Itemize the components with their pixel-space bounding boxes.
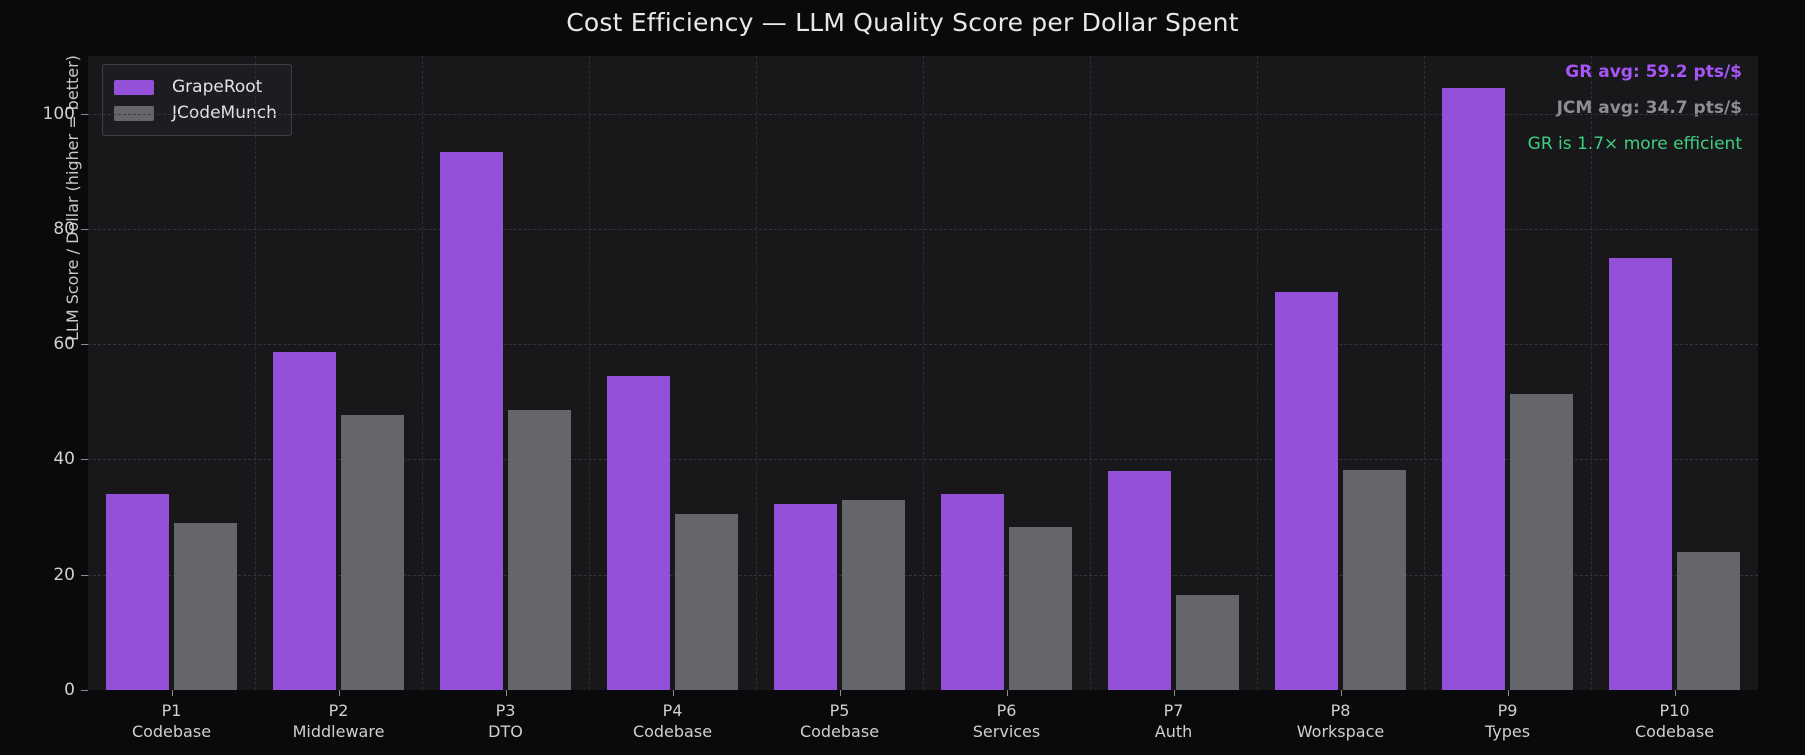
x-tick-label: P5 Codebase — [730, 700, 950, 742]
y-tick-mark — [81, 690, 88, 691]
bar-jcodemunch-p10[interactable] — [1677, 552, 1740, 690]
x-tick-label-id: P9 — [1497, 701, 1518, 720]
bar-graperoot-p5[interactable] — [774, 503, 837, 690]
x-tick-mark — [1006, 690, 1008, 696]
x-tick-label: P1 Codebase — [62, 700, 282, 742]
bar-graperoot-p3[interactable] — [440, 151, 503, 690]
x-gridline — [756, 56, 757, 690]
x-tick-mark — [171, 690, 173, 696]
bar-jcodemunch-p2[interactable] — [341, 414, 404, 690]
x-tick-mark — [1173, 690, 1175, 696]
plot-area: LLM Score / Dollar (higher = better) Gra… — [43, 55, 1758, 741]
x-tick-label: P7 Auth — [1064, 700, 1284, 742]
x-tick-label-id: P2 — [328, 701, 349, 720]
bar-jcodemunch-p3[interactable] — [508, 409, 571, 690]
x-gridline — [1257, 56, 1258, 690]
legend-swatch-jcodemunch — [114, 105, 154, 121]
bar-jcodemunch-p1[interactable] — [174, 522, 237, 690]
annotation-block: GR avg: 59.2 pts/$ JCM avg: 34.7 pts/$ G… — [1528, 64, 1742, 153]
y-tick-label: 0 — [64, 680, 75, 700]
bar-jcodemunch-p5[interactable] — [842, 499, 905, 690]
x-tick-mark — [839, 690, 841, 696]
bar-graperoot-p10[interactable] — [1609, 258, 1672, 690]
legend-item-jcodemunch[interactable]: JCodeMunch — [114, 100, 277, 126]
x-tick-mark — [1507, 690, 1509, 696]
y-tick-label: 80 — [53, 218, 75, 239]
x-tick-mark — [1674, 690, 1676, 696]
chart-legend: GrapeRoot JCodeMunch — [102, 64, 292, 136]
x-tick-mark — [672, 690, 674, 696]
legend-label-jcodemunch: JCodeMunch — [172, 103, 277, 123]
chart-title: Cost Efficiency — LLM Quality Score per … — [566, 8, 1239, 37]
annotation-efficiency-ratio: GR is 1.7× more efficient — [1527, 134, 1742, 154]
y-axis-label: LLM Score / Dollar (higher = better) — [63, 55, 82, 341]
bar-graperoot-p1[interactable] — [106, 494, 169, 690]
x-tick-label-name: DTO — [488, 722, 523, 742]
x-gridline — [422, 56, 423, 690]
x-tick-label-id: P3 — [495, 701, 516, 720]
legend-item-graperoot[interactable]: GrapeRoot — [114, 74, 277, 100]
x-gridline — [923, 56, 924, 690]
x-tick-mark — [338, 690, 340, 696]
x-tick-label-name: Codebase — [799, 722, 880, 742]
y-tick-mark — [81, 574, 88, 576]
x-tick-label-id: P7 — [1163, 701, 1184, 720]
y-tick-label: 40 — [53, 449, 75, 470]
x-tick-label-id: P10 — [1659, 701, 1690, 720]
y-tick-mark — [81, 228, 88, 230]
bar-jcodemunch-p9[interactable] — [1510, 393, 1573, 690]
bar-graperoot-p4[interactable] — [607, 376, 670, 690]
legend-label-graperoot: GrapeRoot — [172, 77, 263, 97]
legend-swatch-graperoot — [114, 79, 154, 95]
x-tick-label-name: Services — [972, 722, 1041, 742]
x-tick-label-name: Middleware — [292, 722, 385, 742]
x-tick-label-id: P5 — [829, 701, 850, 720]
annotation-gr-average: GR avg: 59.2 pts/$ — [1565, 62, 1742, 82]
annotation-jcm-average: JCM avg: 34.7 pts/$ — [1556, 98, 1742, 118]
x-tick-mark — [505, 690, 507, 696]
x-tick-label-name: Types — [1484, 722, 1531, 742]
y-tick-mark — [81, 344, 88, 346]
bar-graperoot-p8[interactable] — [1275, 292, 1338, 690]
x-tick-label-id: P6 — [996, 701, 1017, 720]
x-gridline — [1424, 56, 1425, 690]
x-tick-mark — [1340, 690, 1342, 696]
y-tick-mark — [81, 113, 88, 115]
x-tick-label-id: P8 — [1330, 701, 1351, 720]
x-tick-label-name: Codebase — [1634, 722, 1715, 742]
x-tick-label: P4 Codebase — [563, 700, 783, 742]
y-tick-label: 100 — [42, 103, 75, 124]
x-tick-label-name: Workspace — [1296, 722, 1385, 742]
x-tick-label: P9 Types — [1398, 700, 1618, 742]
x-tick-label-id: P1 — [161, 701, 182, 720]
y-tick-label: 60 — [53, 334, 75, 355]
x-gridline — [589, 56, 590, 690]
bar-graperoot-p6[interactable] — [941, 494, 1004, 690]
bar-graperoot-p7[interactable] — [1108, 470, 1171, 690]
bar-graperoot-p9[interactable] — [1442, 88, 1505, 690]
x-gridline — [255, 56, 256, 690]
bar-graperoot-p2[interactable] — [273, 352, 336, 690]
x-tick-label-name: Auth — [1154, 722, 1193, 742]
x-tick-label: P8 Workspace — [1231, 700, 1451, 742]
bar-jcodemunch-p4[interactable] — [675, 513, 738, 690]
x-tick-label: P6 Services — [897, 700, 1117, 742]
x-gridline — [1090, 56, 1091, 690]
bar-jcodemunch-p6[interactable] — [1009, 526, 1072, 690]
x-tick-label-name: Codebase — [632, 722, 713, 742]
y-tick-mark — [81, 459, 88, 461]
x-tick-label-id: P4 — [662, 701, 683, 720]
bar-jcodemunch-p7[interactable] — [1176, 594, 1239, 690]
y-tick-label: 20 — [53, 564, 75, 585]
bar-jcodemunch-p8[interactable] — [1343, 469, 1406, 690]
x-gridline — [1591, 56, 1592, 690]
x-tick-label-name: Codebase — [131, 722, 212, 742]
x-tick-label: P3 DTO — [396, 700, 616, 742]
x-tick-label: P2 Middleware — [229, 700, 449, 742]
x-tick-label: P10 Codebase — [1565, 700, 1785, 742]
